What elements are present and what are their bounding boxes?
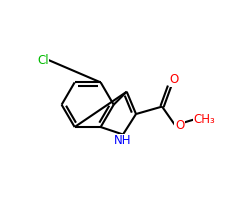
Text: Cl: Cl [37, 54, 48, 67]
Text: O: O [175, 119, 184, 132]
Text: CH₃: CH₃ [194, 113, 216, 126]
Text: O: O [169, 73, 179, 86]
Text: NH: NH [114, 134, 132, 147]
